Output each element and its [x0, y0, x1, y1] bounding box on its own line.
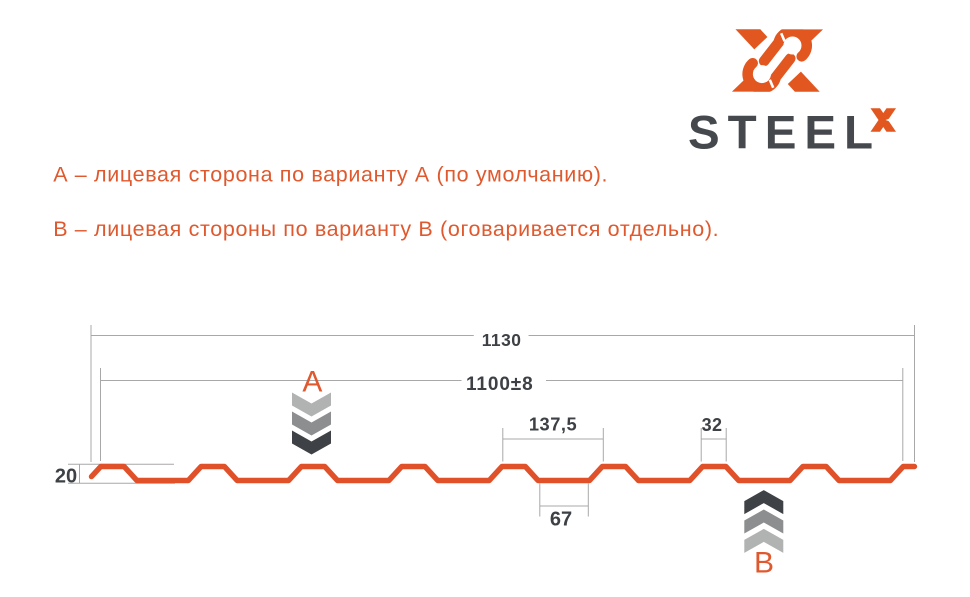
svg-text:67: 67 [550, 509, 572, 531]
svg-text:137,5: 137,5 [529, 414, 577, 435]
svg-text:1130: 1130 [482, 330, 522, 350]
svg-text:А – лицевая сторона по вариант: А – лицевая сторона по варианту А (по ум… [53, 163, 608, 187]
svg-text:В: В [754, 546, 774, 579]
svg-text:STEEL: STEEL [688, 106, 881, 159]
svg-text:А: А [302, 365, 322, 398]
svg-text:В – лицевая стороны по вариант: В – лицевая стороны по варианту В (огова… [53, 217, 719, 241]
svg-text:1100±8: 1100±8 [466, 374, 534, 395]
svg-text:20: 20 [55, 465, 77, 487]
svg-text:32: 32 [702, 415, 723, 435]
